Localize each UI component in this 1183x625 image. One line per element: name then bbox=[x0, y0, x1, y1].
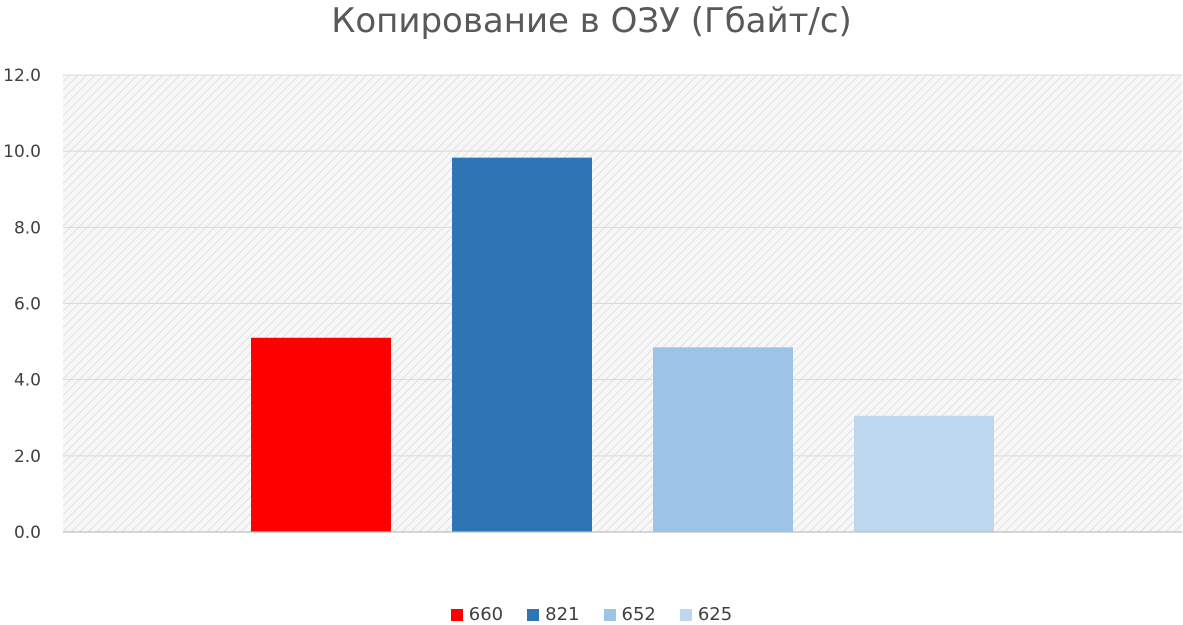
legend-label: 660 bbox=[468, 604, 504, 625]
bar-625 bbox=[854, 415, 994, 532]
legend-swatch bbox=[603, 608, 616, 621]
legend-swatch bbox=[450, 608, 463, 621]
y-tick-label: 12.0 bbox=[3, 66, 41, 86]
y-tick-label: 0.0 bbox=[14, 523, 41, 543]
y-tick-label: 6.0 bbox=[14, 295, 41, 315]
legend-item-652: 652 bbox=[603, 604, 656, 625]
y-tick-label: 4.0 bbox=[14, 371, 41, 391]
bar-652 bbox=[653, 347, 793, 532]
legend-swatch bbox=[679, 608, 692, 621]
legend-item-821: 821 bbox=[527, 604, 580, 625]
bar-821 bbox=[452, 157, 592, 532]
legend-item-660: 660 bbox=[450, 604, 504, 625]
legend-item-625: 625 bbox=[679, 604, 733, 625]
y-tick-label: 10.0 bbox=[3, 142, 41, 162]
legend-label: 652 bbox=[621, 604, 656, 625]
y-tick-label: 8.0 bbox=[14, 218, 41, 238]
legend-label: 821 bbox=[545, 604, 580, 625]
legend-label: 625 bbox=[697, 604, 733, 625]
bar-660 bbox=[251, 337, 391, 532]
legend: 660 821 652 625 bbox=[0, 604, 1183, 625]
y-tick-label: 2.0 bbox=[14, 447, 41, 467]
legend-swatch bbox=[527, 608, 540, 621]
chart-title: Копирование в ОЗУ (Гбайт/с) bbox=[331, 1, 852, 41]
